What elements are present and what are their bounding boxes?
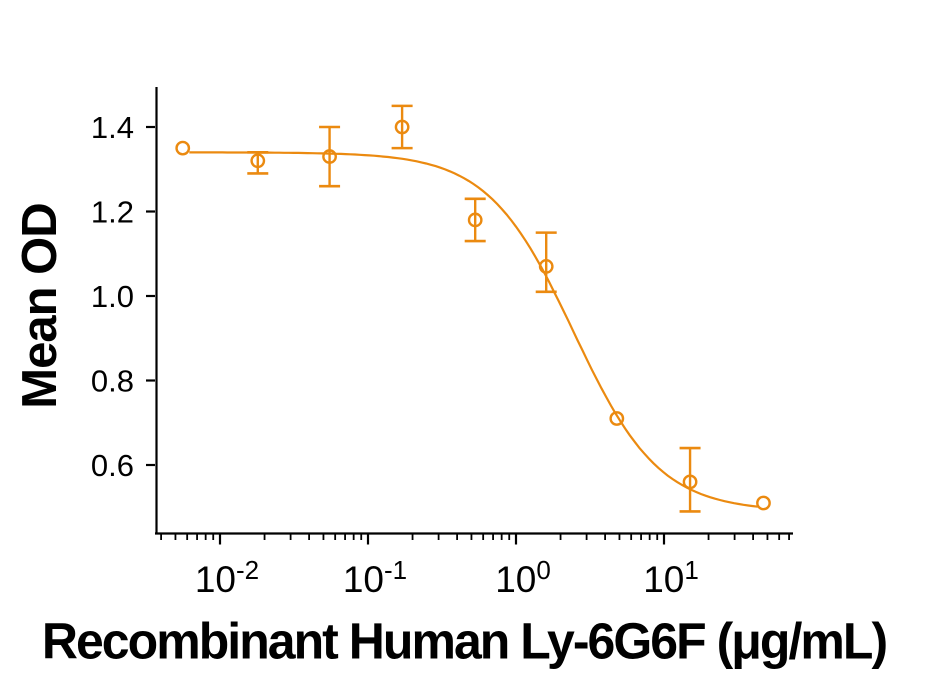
x-axis-title: Recombinant Human Ly-6G6F (μg/mL) [41, 612, 888, 670]
data-point-marker [467, 212, 483, 228]
data-point-marker [250, 153, 266, 169]
data-point-marker [175, 140, 191, 156]
data-point-marker [538, 259, 554, 274]
y-tick-label: 1.4 [91, 110, 134, 145]
x-tick-label: 101 [643, 555, 699, 600]
data-point-marker [682, 474, 698, 490]
data-point-marker [609, 411, 625, 426]
y-axis-title: Mean OD [13, 203, 67, 409]
x-tick-label: 10-2 [195, 555, 259, 600]
y-tick-label: 1.0 [91, 279, 134, 314]
data-point-marker [756, 495, 771, 511]
data-point-marker [394, 119, 410, 135]
data-point-marker [322, 149, 337, 164]
x-tick-label: 100 [495, 555, 551, 600]
y-tick-label: 0.6 [91, 448, 134, 483]
fit-curve [189, 151, 758, 508]
y-tick-label: 1.2 [91, 195, 134, 230]
x-tick-label: 10-1 [343, 555, 407, 600]
y-tick-label: 0.8 [91, 364, 134, 399]
